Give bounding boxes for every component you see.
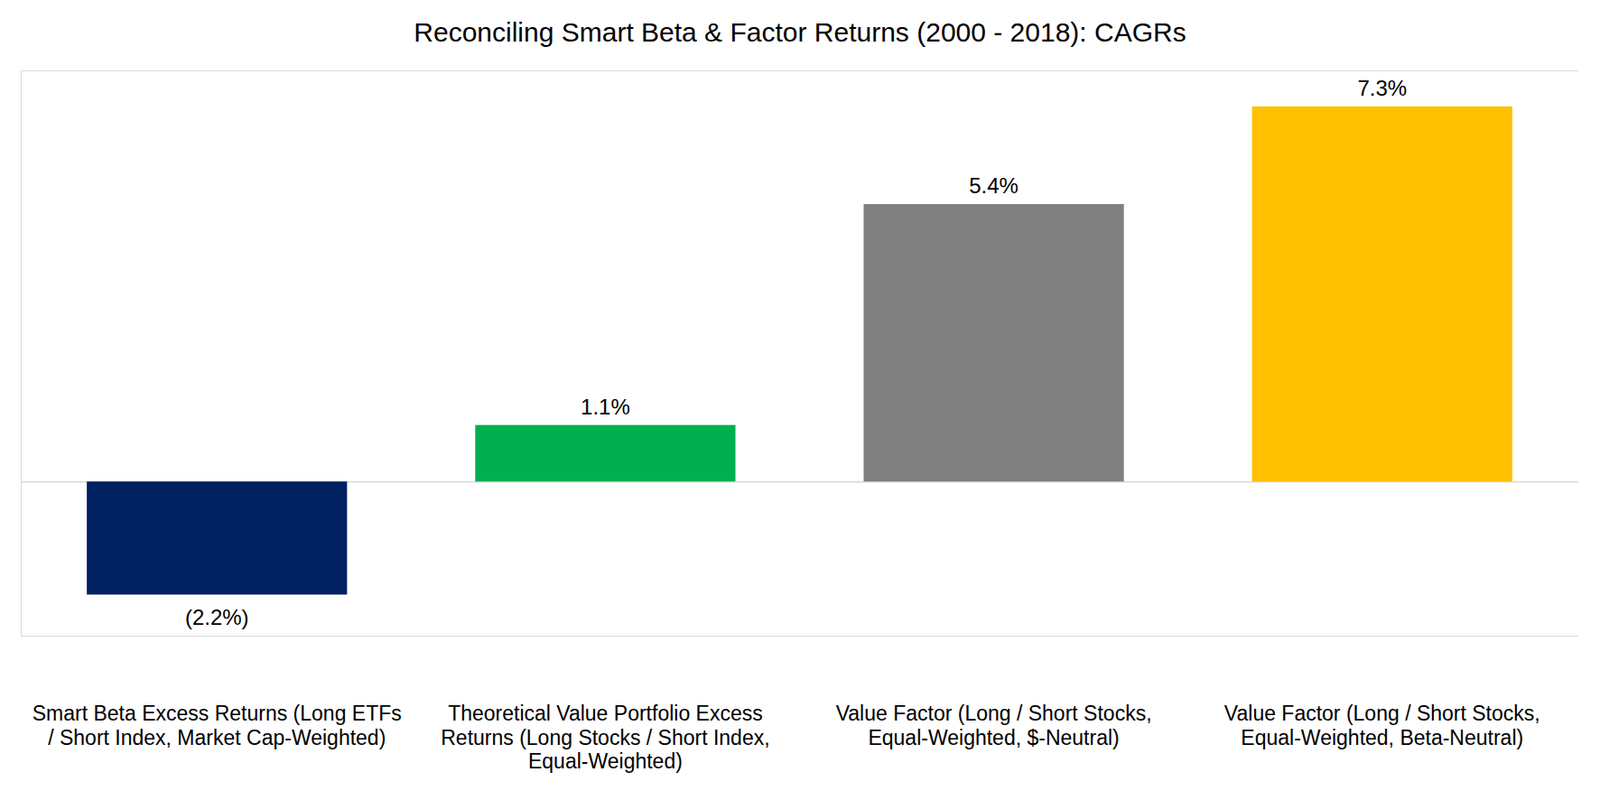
y-axis-line [21,71,1580,637]
x-tick-label-line: Value Factor (Long / Short Stocks, [836,701,1153,726]
x-tick-label-line: Value Factor (Long / Short Stocks, [1224,701,1541,726]
x-tick-label: Value Factor (Long / Short Stocks,Equal-… [836,701,1153,749]
x-tick: Smart Beta Excess Returns (Long ETFs/ Sh… [32,635,402,750]
x-tick-label-line: Smart Beta Excess Returns (Long ETFs [32,701,402,726]
x-tick-label-line: Returns (Long Stocks / Short Index, [440,725,770,750]
bar [86,481,347,595]
x-tick: Theoretical Value Portfolio ExcessReturn… [440,635,770,773]
bar [863,204,1124,482]
bar [474,425,735,483]
chart: Reconciling Smart Beta & Factor Returns … [0,0,1600,800]
data-label: 7.3% [1357,75,1407,101]
x-tick-label-line: Equal-Weighted, Beta-Neutral) [1240,725,1524,750]
data-label: 1.1% [580,394,631,419]
bar [1252,106,1513,482]
x-tick: Value Factor (Long / Short Stocks,Equal-… [836,635,1153,750]
bars [86,106,1513,596]
x-tick-label: Value Factor (Long / Short Stocks,Equal-… [1224,701,1541,749]
y-axis [20,71,1579,637]
x-tick-label-line: Equal-Weighted) [528,749,683,773]
data-label: 5.4% [968,173,1019,198]
title: Reconciling Smart Beta & Factor Returns … [413,17,1186,47]
x-axis: Smart Beta Excess Returns (Long ETFs/ Sh… [21,635,1580,773]
x-tick-label-line: Equal-Weighted, $-Neutral) [867,725,1119,750]
x-tick-label-line: / Short Index, Market Cap-Weighted) [47,725,386,750]
plot: (2.2%) 1.1% 5.4% 7.3% Smart Beta Excess Retu… [20,71,1580,774]
data-labels: (2.2%) 1.1% 5.4% 7.3% [185,75,1407,631]
x-tick-label: Smart Beta Excess Returns (Long ETFs/ Sh… [32,701,402,749]
x-tick-label: Theoretical Value Portfolio ExcessReturn… [440,701,770,773]
x-tick-label-line: Theoretical Value Portfolio Excess [447,701,763,726]
x-tick: Value Factor (Long / Short Stocks,Equal-… [1224,635,1541,750]
data-label: (2.2%) [185,604,250,630]
x-axis-line [21,635,1580,637]
